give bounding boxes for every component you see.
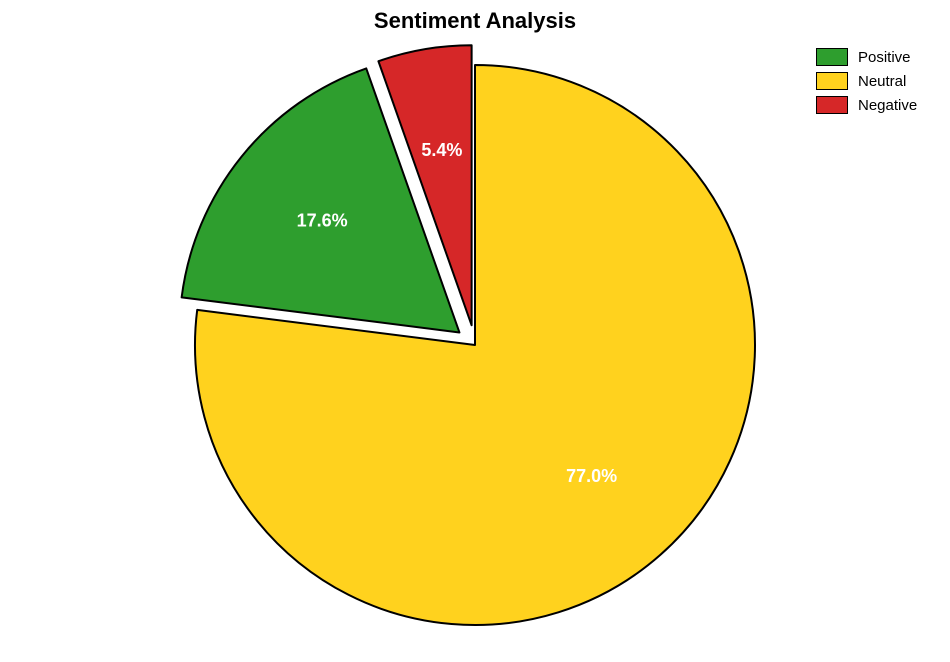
legend-label-negative: Negative (858, 97, 917, 114)
chart-title: Sentiment Analysis (0, 8, 950, 34)
pie-chart-container: Sentiment Analysis 77.0% 17.6% 5.4% Positi… (0, 0, 950, 662)
legend: Positive Neutral Negative (816, 48, 917, 120)
legend-item-positive: Positive (816, 48, 917, 66)
slice-label-negative: 5.4% (421, 140, 462, 160)
legend-swatch-neutral (816, 72, 848, 90)
slice-label-neutral: 77.0% (566, 466, 617, 486)
legend-label-neutral: Neutral (858, 73, 906, 90)
legend-swatch-negative (816, 96, 848, 114)
slice-label-positive: 17.6% (297, 210, 348, 230)
legend-item-neutral: Neutral (816, 72, 917, 90)
pie-svg: 77.0% 17.6% 5.4% (0, 0, 950, 662)
legend-item-negative: Negative (816, 96, 917, 114)
legend-label-positive: Positive (858, 49, 911, 66)
legend-swatch-positive (816, 48, 848, 66)
